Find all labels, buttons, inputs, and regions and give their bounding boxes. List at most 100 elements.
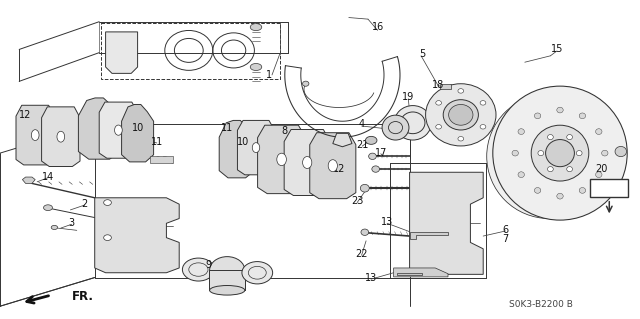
- Polygon shape: [79, 98, 120, 159]
- Ellipse shape: [493, 86, 627, 220]
- Ellipse shape: [104, 200, 111, 205]
- Polygon shape: [99, 102, 138, 158]
- Text: 5: 5: [419, 49, 426, 59]
- Ellipse shape: [596, 172, 602, 177]
- Text: 1: 1: [266, 70, 272, 80]
- Text: 11: 11: [221, 122, 234, 133]
- Text: 22: 22: [355, 249, 368, 259]
- Ellipse shape: [545, 140, 575, 167]
- Ellipse shape: [303, 81, 309, 86]
- Text: 15: 15: [550, 44, 563, 55]
- Ellipse shape: [394, 106, 431, 140]
- Polygon shape: [237, 121, 275, 175]
- Ellipse shape: [449, 104, 473, 125]
- Text: 18: 18: [432, 79, 445, 90]
- Ellipse shape: [250, 24, 262, 31]
- Polygon shape: [440, 84, 451, 89]
- Ellipse shape: [548, 135, 553, 140]
- Polygon shape: [22, 177, 35, 183]
- Text: 12: 12: [19, 110, 32, 120]
- Polygon shape: [209, 270, 245, 290]
- Text: 9: 9: [205, 260, 211, 270]
- Ellipse shape: [361, 229, 369, 235]
- Ellipse shape: [382, 115, 409, 140]
- Ellipse shape: [577, 151, 582, 156]
- Ellipse shape: [548, 167, 553, 172]
- Ellipse shape: [579, 113, 586, 119]
- Ellipse shape: [104, 235, 111, 241]
- Text: 20: 20: [595, 164, 608, 174]
- Text: 11: 11: [150, 137, 163, 147]
- Ellipse shape: [538, 151, 543, 156]
- Ellipse shape: [369, 153, 376, 160]
- Text: 23: 23: [351, 196, 364, 206]
- Text: 8: 8: [282, 126, 288, 136]
- Ellipse shape: [512, 150, 518, 156]
- Ellipse shape: [480, 125, 486, 129]
- Ellipse shape: [51, 225, 58, 230]
- Ellipse shape: [557, 193, 563, 199]
- Text: 14: 14: [42, 172, 54, 182]
- Polygon shape: [122, 104, 154, 162]
- Polygon shape: [219, 121, 255, 178]
- Text: 10: 10: [237, 137, 250, 147]
- Ellipse shape: [602, 150, 608, 156]
- Ellipse shape: [360, 184, 369, 192]
- Text: 13: 13: [381, 217, 394, 227]
- Ellipse shape: [518, 129, 524, 135]
- Text: 7: 7: [502, 234, 509, 244]
- Ellipse shape: [426, 84, 496, 146]
- Ellipse shape: [534, 188, 541, 193]
- Ellipse shape: [44, 205, 52, 211]
- Ellipse shape: [480, 101, 486, 105]
- Ellipse shape: [57, 131, 65, 142]
- Ellipse shape: [182, 258, 214, 281]
- Ellipse shape: [531, 125, 589, 181]
- Ellipse shape: [277, 153, 287, 166]
- Ellipse shape: [518, 172, 524, 177]
- Ellipse shape: [115, 125, 122, 135]
- Text: 4: 4: [358, 119, 365, 130]
- Polygon shape: [16, 105, 54, 165]
- Text: 13: 13: [365, 272, 378, 283]
- Polygon shape: [394, 268, 448, 277]
- Ellipse shape: [443, 100, 479, 130]
- Ellipse shape: [458, 89, 463, 93]
- Polygon shape: [106, 32, 138, 73]
- Polygon shape: [333, 133, 352, 147]
- Ellipse shape: [534, 113, 541, 119]
- Ellipse shape: [328, 160, 337, 172]
- Polygon shape: [258, 125, 306, 194]
- Ellipse shape: [567, 135, 573, 140]
- Ellipse shape: [458, 137, 463, 141]
- Text: 2: 2: [81, 199, 88, 209]
- Ellipse shape: [436, 101, 442, 105]
- Polygon shape: [95, 198, 179, 273]
- Ellipse shape: [242, 262, 273, 284]
- Ellipse shape: [210, 256, 244, 284]
- Bar: [150, 156, 173, 163]
- Bar: [590, 179, 628, 197]
- Polygon shape: [284, 130, 330, 196]
- Text: 21: 21: [356, 140, 369, 150]
- Ellipse shape: [567, 167, 573, 172]
- Text: S0K3-B2200 B: S0K3-B2200 B: [509, 300, 573, 309]
- Ellipse shape: [579, 188, 586, 193]
- Ellipse shape: [596, 129, 602, 135]
- Polygon shape: [397, 273, 422, 275]
- Ellipse shape: [436, 125, 442, 129]
- Text: 19: 19: [402, 92, 415, 102]
- Ellipse shape: [210, 286, 244, 295]
- Text: 16: 16: [371, 22, 384, 32]
- Ellipse shape: [615, 146, 627, 157]
- Text: 12: 12: [333, 164, 346, 174]
- Ellipse shape: [303, 157, 312, 168]
- Text: 10: 10: [131, 122, 144, 133]
- Text: 17: 17: [374, 148, 387, 158]
- Polygon shape: [410, 232, 448, 239]
- Ellipse shape: [557, 107, 563, 113]
- Ellipse shape: [250, 63, 262, 70]
- Ellipse shape: [372, 166, 380, 172]
- Ellipse shape: [487, 94, 612, 219]
- Ellipse shape: [525, 133, 573, 180]
